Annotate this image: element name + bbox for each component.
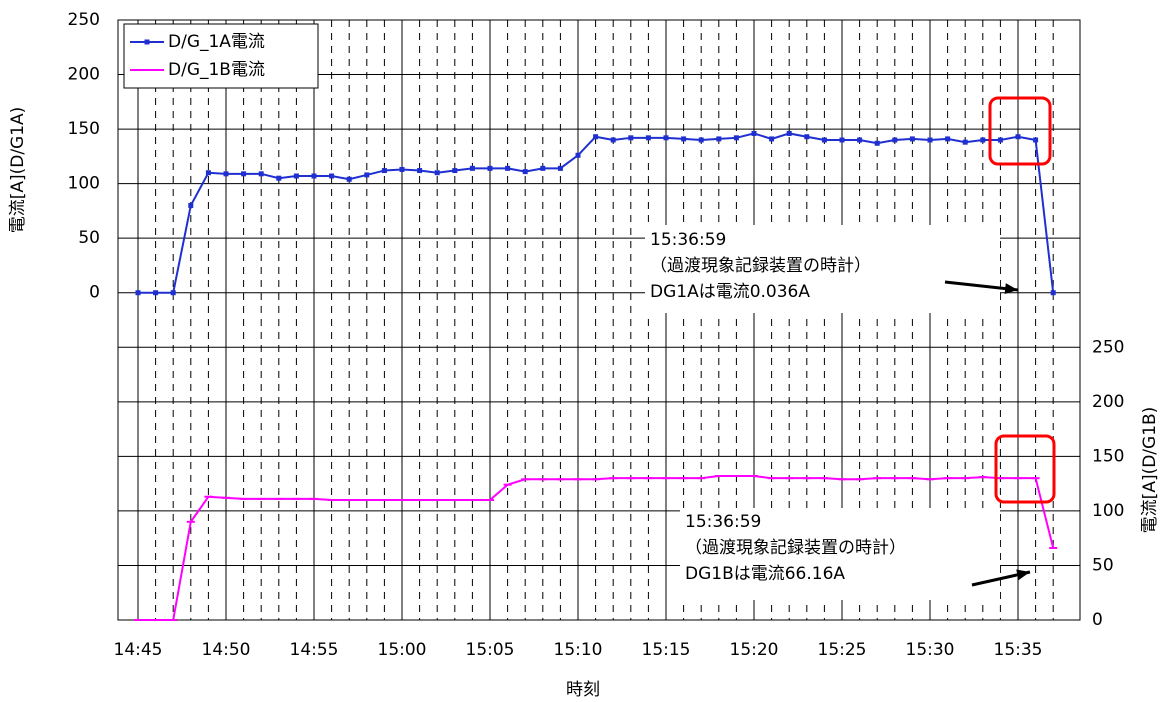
legend-box [123, 23, 319, 89]
legend-label: D/G_1A電流 [168, 32, 265, 52]
point-marker [610, 137, 616, 143]
x-tick-label: 15:35 [994, 640, 1043, 660]
x-axis-title: 時刻 [566, 680, 600, 700]
point-marker [364, 172, 370, 178]
point-marker [557, 165, 563, 171]
annotation-text: 15:36:59 [685, 512, 761, 532]
y-axis-title: 電流[A](D/G1A) [8, 107, 28, 234]
x-tick-label: 15:25 [818, 640, 867, 660]
y2-tick-label: 100 [1092, 501, 1124, 521]
point-marker [223, 171, 229, 177]
point-marker [241, 171, 247, 177]
point-marker [927, 137, 933, 143]
point-marker [628, 135, 634, 141]
point-marker [188, 202, 194, 208]
point-marker [170, 290, 176, 296]
point-marker [645, 135, 651, 141]
point-marker [399, 166, 405, 172]
point-marker [1015, 134, 1021, 140]
point-marker [681, 136, 687, 142]
x-tick-label: 15:00 [378, 640, 427, 660]
point-marker [751, 130, 757, 136]
point-marker [434, 170, 440, 176]
point-marker [276, 175, 282, 181]
y-tick-label: 200 [68, 65, 100, 85]
point-marker [417, 168, 423, 174]
point-marker [135, 290, 141, 296]
arrow-head [1004, 283, 1018, 295]
point-marker [293, 173, 299, 179]
point-marker [892, 137, 898, 143]
y2-tick-label: 200 [1092, 392, 1124, 412]
point-marker [821, 137, 827, 143]
point-marker [1033, 137, 1039, 143]
point-marker [663, 135, 669, 141]
y-tick-label: 250 [68, 10, 100, 30]
point-marker [575, 152, 581, 158]
y2-tick-label: 150 [1092, 446, 1124, 466]
point-marker [258, 171, 264, 177]
x-tick-label: 14:45 [114, 640, 163, 660]
annotation-bg [680, 508, 1000, 600]
y-tick-label: 100 [68, 174, 100, 194]
legend-label: D/G_1B電流 [168, 60, 265, 80]
y2-tick-label: 0 [1092, 610, 1103, 630]
x-tick-label: 15:05 [466, 640, 515, 660]
x-tick-label: 15:10 [554, 640, 603, 660]
annotation-text: DG1Aは電流0.036A [650, 282, 810, 302]
point-marker [1050, 290, 1056, 296]
point-marker [452, 168, 458, 174]
point-marker [505, 165, 511, 171]
point-marker [962, 139, 968, 145]
y-tick-label: 150 [68, 119, 100, 139]
annotation-text: DG1Bは電流66.16A [685, 564, 845, 584]
point-marker [839, 137, 845, 143]
point-marker [469, 165, 475, 171]
point-marker [381, 168, 387, 174]
point-marker [769, 136, 775, 142]
annotation-text: （過渡現象記録装置の時計） [685, 538, 906, 558]
point-marker [997, 137, 1003, 143]
point-marker [733, 135, 739, 141]
highlight-box [988, 96, 1052, 166]
y2-tick-label: 50 [1092, 555, 1114, 575]
point-marker [980, 137, 986, 143]
point-marker [857, 137, 863, 143]
point-marker [804, 134, 810, 140]
y2-tick-label: 250 [1092, 337, 1124, 357]
point-marker [945, 136, 951, 142]
x-tick-label: 14:55 [290, 640, 339, 660]
y2-axis-title: 電流[A](D/G1B) [1140, 407, 1160, 534]
point-marker [487, 165, 493, 171]
point-marker [593, 134, 599, 140]
point-marker [909, 136, 915, 142]
y-tick-label: 0 [89, 283, 100, 303]
legend-marker [144, 39, 150, 45]
x-tick-label: 15:30 [906, 640, 955, 660]
point-marker [874, 140, 880, 146]
point-marker [329, 173, 335, 179]
point-marker [522, 169, 528, 175]
x-tick-label: 14:50 [202, 640, 251, 660]
point-marker [346, 176, 352, 182]
x-tick-label: 15:20 [730, 640, 779, 660]
point-marker [786, 130, 792, 136]
point-marker [311, 173, 317, 179]
point-marker [153, 290, 159, 296]
x-tick-label: 15:15 [642, 640, 691, 660]
point-marker [698, 137, 704, 143]
y-tick-label: 50 [78, 228, 100, 248]
point-marker [716, 136, 722, 142]
arrow-head [1016, 569, 1030, 581]
point-marker [540, 165, 546, 171]
point-marker [205, 170, 211, 176]
annotation-text: 15:36:59 [650, 230, 726, 250]
highlight-box [994, 434, 1056, 504]
annotation-bg [645, 225, 1000, 313]
annotation-text: （過渡現象記録装置の時計） [650, 256, 871, 276]
